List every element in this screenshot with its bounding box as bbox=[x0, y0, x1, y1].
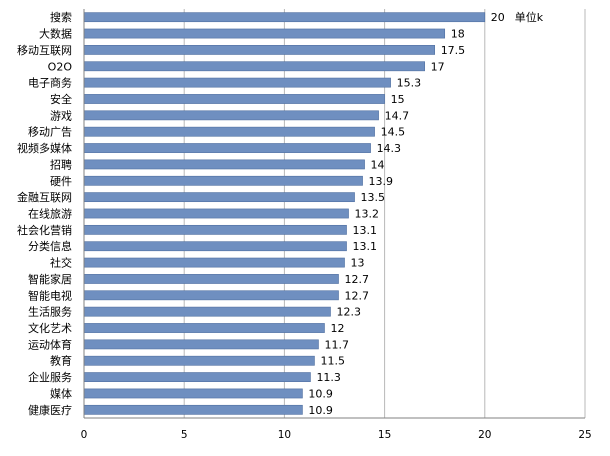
value-label: 15.3 bbox=[397, 77, 422, 90]
bar bbox=[83, 28, 446, 39]
bar bbox=[83, 388, 303, 399]
value-label: 18 bbox=[451, 28, 465, 41]
value-label: 13.5 bbox=[361, 191, 386, 204]
x-tick-label: 0 bbox=[81, 429, 88, 441]
value-label: 13.1 bbox=[353, 240, 378, 253]
value-label: 14.3 bbox=[377, 142, 402, 155]
grid-lines bbox=[183, 9, 586, 418]
category-label: 智能电视 bbox=[28, 288, 72, 302]
category-label: 视频多媒体 bbox=[17, 141, 72, 155]
category-label: 生活服务 bbox=[28, 305, 72, 319]
value-label: 20 bbox=[491, 11, 505, 24]
value-label: 13 bbox=[351, 257, 365, 270]
value-label: 10.9 bbox=[308, 404, 333, 417]
value-label: 12.7 bbox=[345, 289, 370, 302]
category-label: 硬件 bbox=[50, 175, 72, 188]
bar bbox=[83, 159, 365, 170]
category-label: 智能家居 bbox=[28, 272, 72, 286]
value-label: 15 bbox=[391, 93, 405, 106]
bar bbox=[83, 372, 311, 382]
bar bbox=[83, 12, 486, 23]
value-label: 12.7 bbox=[345, 273, 370, 286]
category-label: 运动体育 bbox=[28, 337, 72, 351]
category-label: 招聘 bbox=[50, 157, 72, 171]
x-tick-label: 15 bbox=[378, 429, 391, 441]
x-tick-label: 5 bbox=[181, 429, 188, 441]
bar bbox=[83, 290, 339, 301]
bar bbox=[83, 110, 379, 121]
bar bbox=[83, 126, 375, 137]
bar bbox=[83, 355, 315, 366]
value-label: 13.2 bbox=[355, 208, 380, 221]
bar bbox=[83, 224, 347, 235]
category-label: 媒体 bbox=[50, 386, 72, 400]
bar bbox=[83, 274, 339, 284]
value-label: 14 bbox=[371, 158, 385, 171]
x-tick-labels: 0 5 10 15 20 25 bbox=[81, 429, 592, 441]
category-label: 安全 bbox=[50, 92, 72, 106]
category-label: 健康医疗 bbox=[28, 403, 72, 417]
x-tick-label: 10 bbox=[278, 429, 291, 441]
unit-label: 单位k bbox=[515, 10, 544, 24]
bar bbox=[83, 323, 325, 333]
category-label: 文化艺术 bbox=[28, 321, 72, 335]
category-label: 金融互联网 bbox=[17, 190, 72, 204]
bars bbox=[83, 12, 486, 415]
value-label: 12.3 bbox=[336, 306, 361, 319]
value-label: 14.7 bbox=[385, 109, 410, 122]
bar bbox=[83, 192, 355, 203]
bar bbox=[83, 208, 349, 219]
value-label: 11.3 bbox=[316, 371, 341, 384]
category-label: 企业服务 bbox=[28, 370, 72, 384]
bar bbox=[83, 257, 345, 268]
value-label: 10.9 bbox=[308, 387, 333, 400]
x-tick-label: 25 bbox=[578, 429, 591, 441]
category-label: 电子商务 bbox=[28, 76, 72, 90]
bar bbox=[83, 77, 391, 88]
bar bbox=[83, 175, 363, 186]
bar bbox=[83, 61, 425, 72]
value-label: 11.5 bbox=[320, 355, 345, 368]
bar bbox=[83, 306, 331, 317]
value-label: 13.1 bbox=[353, 224, 378, 237]
value-labels: 20 18 17.5 17 15.3 15 14.7 14.5 14.3 14 13.9 13.5 13… bbox=[308, 11, 504, 417]
bar bbox=[83, 45, 436, 55]
bar bbox=[83, 241, 347, 252]
category-label: 分类信息 bbox=[28, 239, 72, 253]
bar bbox=[83, 339, 319, 350]
bar bbox=[83, 404, 303, 415]
value-label: 17 bbox=[431, 60, 445, 73]
category-label: 社交 bbox=[50, 256, 72, 270]
value-label: 11.7 bbox=[324, 338, 349, 351]
value-label: 12 bbox=[330, 322, 344, 335]
bar bbox=[83, 143, 371, 153]
bar bbox=[83, 94, 385, 104]
category-label: 移动广告 bbox=[28, 126, 72, 139]
category-label: 大数据 bbox=[39, 27, 72, 41]
category-label: 社会化营销 bbox=[17, 223, 72, 237]
category-label: 游戏 bbox=[50, 109, 72, 122]
category-label: 教育 bbox=[50, 354, 72, 368]
x-tick-label: 20 bbox=[478, 429, 491, 441]
category-label: O2O bbox=[48, 60, 73, 73]
value-label: 14.5 bbox=[381, 126, 406, 139]
value-label: 17.5 bbox=[441, 44, 466, 57]
category-label: 移动互联网 bbox=[17, 44, 72, 57]
category-label: 搜索 bbox=[50, 10, 72, 24]
value-label: 13.9 bbox=[369, 175, 394, 188]
category-label: 在线旅游 bbox=[28, 207, 72, 221]
